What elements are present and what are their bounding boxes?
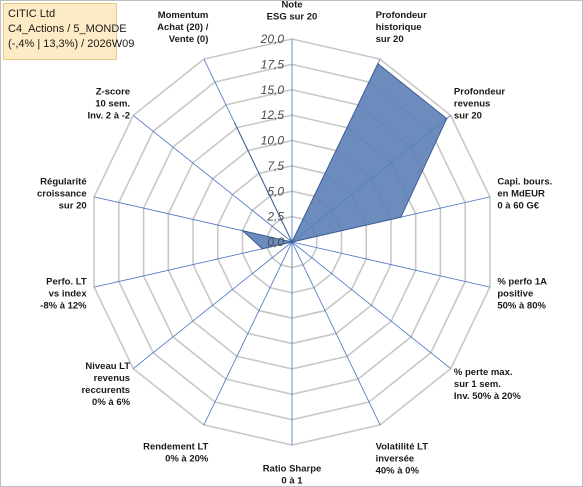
axis-label-9: Niveau LT revenus reccurents 0% à 6% — [81, 361, 130, 408]
axis-spoke-9 — [133, 241, 293, 369]
axis-spoke-6 — [291, 241, 381, 426]
series-point-13 — [234, 122, 236, 124]
axis-label-13: Momentum Achat (20) / Vente (0) — [157, 10, 209, 45]
series-point-3 — [400, 216, 402, 218]
series-point-11 — [241, 230, 244, 232]
axis-spoke-8 — [203, 241, 293, 426]
axis-label-0: Note ESG sur 20 — [267, 0, 318, 23]
axis-spoke-10 — [94, 241, 293, 288]
tick-label-7: 17,5 — [261, 57, 285, 71]
axis-label-8: Rendement LT 0% à 20% — [143, 441, 209, 464]
axis-label-2: Profondeur revenus sur 20 — [454, 86, 505, 121]
axis-spoke-4 — [291, 241, 490, 288]
axis-label-5: % perte max. sur 1 sem. Inv. 50% à 20% — [454, 367, 521, 402]
tick-label-4: 10,0 — [261, 134, 285, 148]
axis-label-7: Ratio Sharpe 0 à 1 — [263, 464, 322, 487]
tick-label-8: 20,0 — [260, 32, 285, 46]
company-name: CITIC Ltd — [8, 8, 56, 20]
radar-axis-labels: Note ESG sur 20 Profondeur historique sur 20… — [37, 0, 552, 487]
tick-label-0: 0,0 — [267, 235, 284, 249]
series-point-1 — [377, 63, 379, 65]
axis-spoke-5 — [291, 241, 451, 369]
tick-label-3: 7,5 — [267, 159, 284, 173]
series-point-2 — [446, 117, 448, 120]
axis-label-3: Capi. bours. en MdEUR 0 à 60 G€ — [497, 176, 552, 211]
series-point-10 — [261, 248, 263, 250]
radar-tick-labels: 0,0 2,5 5,0 7,5 10,0 12,5 15,0 17,5 20,0 — [260, 32, 285, 249]
axis-label-6: Volatilité LT inversée 40% à 0% — [376, 441, 429, 476]
axis-label-1: Profondeur historique sur 20 — [376, 10, 427, 45]
radar-series — [234, 62, 448, 250]
axis-label-10: Perfo. LT vs index -8% à 12% — [40, 277, 87, 312]
series-area — [234, 62, 448, 250]
title-box: CITIC Ltd C4_Actions / 5_MONDE (-,4% | 1… — [3, 3, 135, 60]
axis-label-11: Régularité croissance sur 20 — [37, 176, 87, 211]
performance-week: (-,4% | 13,3%) / 2026W09 — [8, 38, 135, 50]
axis-spoke-12 — [133, 115, 293, 243]
axis-label-4: % perfo 1A positive 50% à 80% — [497, 277, 547, 312]
tick-label-6: 15,0 — [261, 83, 285, 97]
portfolio-name: C4_Actions / 5_MONDE — [8, 23, 127, 35]
axis-label-12: Z-score 10 sem. Inv. 2 à -2 — [87, 86, 130, 121]
tick-label-1: 2,5 — [266, 210, 284, 224]
tick-label-2: 5,0 — [267, 184, 284, 198]
series-point-12 — [291, 241, 293, 243]
tick-label-5: 12,5 — [261, 108, 285, 122]
